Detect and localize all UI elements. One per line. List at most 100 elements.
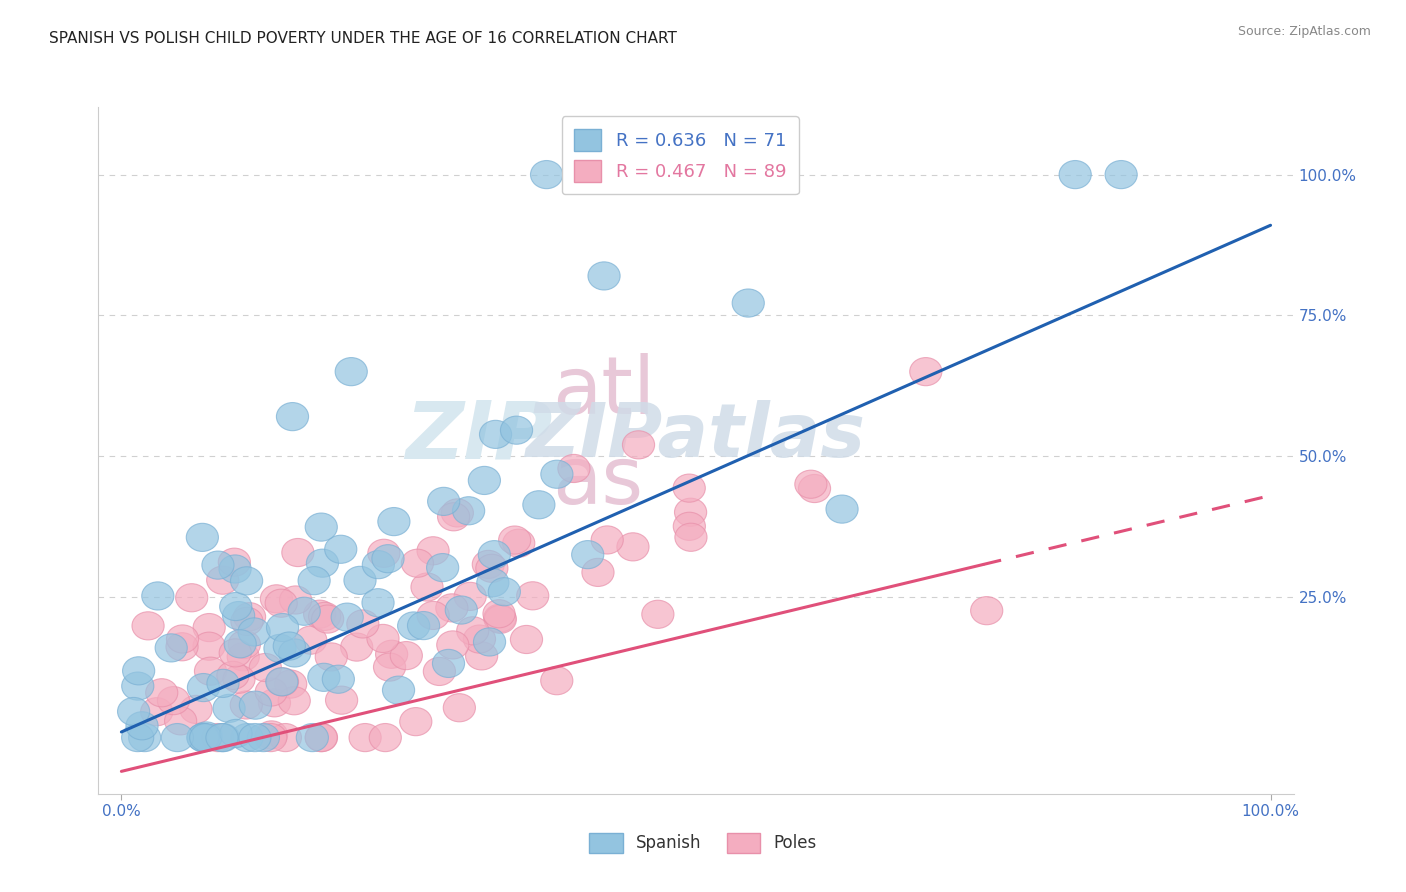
Ellipse shape	[478, 541, 510, 569]
Ellipse shape	[479, 420, 512, 449]
Ellipse shape	[308, 664, 340, 691]
Ellipse shape	[418, 537, 449, 565]
Ellipse shape	[239, 691, 271, 719]
Ellipse shape	[510, 625, 543, 654]
Ellipse shape	[308, 602, 340, 631]
Ellipse shape	[222, 601, 254, 630]
Ellipse shape	[401, 549, 433, 577]
Ellipse shape	[541, 460, 574, 488]
Ellipse shape	[426, 554, 458, 582]
Ellipse shape	[465, 642, 498, 670]
Ellipse shape	[472, 550, 505, 579]
Ellipse shape	[281, 539, 314, 566]
Ellipse shape	[499, 526, 530, 554]
Ellipse shape	[207, 723, 239, 752]
Ellipse shape	[224, 665, 254, 693]
Ellipse shape	[259, 689, 291, 717]
Ellipse shape	[1059, 161, 1091, 189]
Ellipse shape	[201, 723, 233, 752]
Ellipse shape	[325, 535, 357, 564]
Ellipse shape	[298, 566, 330, 595]
Ellipse shape	[280, 586, 312, 614]
Ellipse shape	[305, 723, 337, 752]
Ellipse shape	[312, 605, 343, 633]
Ellipse shape	[190, 723, 222, 752]
Ellipse shape	[121, 723, 153, 752]
Ellipse shape	[249, 654, 281, 681]
Ellipse shape	[441, 499, 474, 527]
Ellipse shape	[267, 614, 298, 641]
Ellipse shape	[368, 540, 399, 567]
Ellipse shape	[207, 669, 239, 698]
Ellipse shape	[239, 723, 271, 752]
Ellipse shape	[217, 661, 249, 690]
Ellipse shape	[437, 503, 470, 531]
Ellipse shape	[484, 604, 516, 632]
Ellipse shape	[523, 491, 555, 519]
Ellipse shape	[212, 694, 245, 723]
Ellipse shape	[315, 643, 347, 671]
Legend: Spanish, Poles: Spanish, Poles	[581, 824, 825, 862]
Ellipse shape	[155, 634, 187, 662]
Ellipse shape	[427, 487, 460, 516]
Ellipse shape	[207, 566, 239, 594]
Ellipse shape	[218, 548, 250, 576]
Ellipse shape	[501, 416, 533, 444]
Text: ZIPatlas: ZIPatlas	[526, 401, 866, 474]
Ellipse shape	[970, 597, 1002, 624]
Ellipse shape	[799, 475, 831, 502]
Ellipse shape	[617, 533, 650, 561]
Ellipse shape	[146, 679, 177, 706]
Text: ZIP: ZIP	[405, 398, 553, 475]
Ellipse shape	[190, 722, 222, 750]
Ellipse shape	[370, 723, 401, 752]
Ellipse shape	[238, 618, 270, 646]
Ellipse shape	[411, 573, 443, 601]
Ellipse shape	[398, 612, 430, 640]
Ellipse shape	[582, 558, 614, 586]
Ellipse shape	[910, 358, 942, 385]
Text: Source: ZipAtlas.com: Source: ZipAtlas.com	[1237, 25, 1371, 38]
Ellipse shape	[219, 719, 252, 747]
Ellipse shape	[475, 554, 508, 582]
Ellipse shape	[453, 497, 485, 524]
Ellipse shape	[457, 616, 489, 645]
Ellipse shape	[288, 597, 321, 625]
Ellipse shape	[374, 653, 406, 681]
Ellipse shape	[186, 524, 218, 551]
Ellipse shape	[264, 634, 297, 663]
Ellipse shape	[266, 668, 298, 696]
Ellipse shape	[297, 723, 329, 752]
Ellipse shape	[228, 643, 259, 671]
Text: atl
as: atl as	[553, 352, 655, 521]
Ellipse shape	[187, 723, 219, 752]
Ellipse shape	[128, 723, 160, 752]
Ellipse shape	[516, 582, 548, 610]
Ellipse shape	[266, 589, 297, 617]
Ellipse shape	[349, 723, 381, 752]
Ellipse shape	[675, 524, 707, 551]
Ellipse shape	[436, 594, 468, 622]
Ellipse shape	[623, 431, 655, 458]
Ellipse shape	[193, 632, 225, 660]
Ellipse shape	[488, 578, 520, 606]
Ellipse shape	[378, 508, 411, 536]
Ellipse shape	[219, 592, 252, 621]
Ellipse shape	[165, 706, 197, 735]
Ellipse shape	[278, 687, 311, 714]
Ellipse shape	[233, 603, 266, 631]
Ellipse shape	[307, 549, 339, 577]
Ellipse shape	[166, 625, 198, 653]
Ellipse shape	[176, 583, 208, 612]
Ellipse shape	[335, 358, 367, 385]
Ellipse shape	[454, 582, 486, 610]
Ellipse shape	[825, 495, 858, 524]
Ellipse shape	[278, 639, 311, 667]
Ellipse shape	[382, 676, 415, 705]
Ellipse shape	[122, 672, 153, 700]
Ellipse shape	[273, 632, 305, 660]
Ellipse shape	[443, 694, 475, 722]
Ellipse shape	[399, 707, 432, 736]
Ellipse shape	[266, 668, 298, 696]
Ellipse shape	[502, 529, 534, 558]
